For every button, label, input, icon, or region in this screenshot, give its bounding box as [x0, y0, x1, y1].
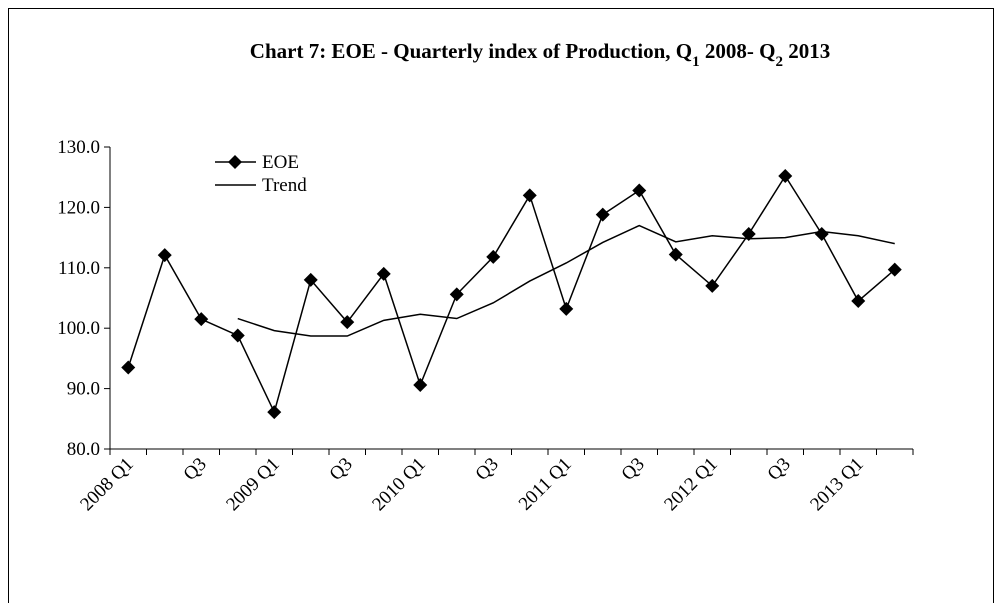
- x-tick-label: 2013 Q1: [806, 454, 868, 516]
- y-tick-label: 80.0: [67, 439, 100, 460]
- x-tick-label: Q3: [472, 454, 503, 485]
- series-line: [237, 224, 895, 337]
- legend-label: EOE: [262, 152, 299, 173]
- y-tick-label: 90.0: [67, 379, 100, 400]
- marker: [340, 315, 355, 330]
- marker: [157, 248, 172, 263]
- marker: [121, 360, 136, 375]
- marker: [194, 312, 209, 327]
- title-sub: 1: [692, 54, 700, 70]
- marker: [887, 262, 902, 277]
- marker: [522, 188, 537, 203]
- marker: [413, 377, 428, 392]
- y-tick-label: 120.0: [57, 197, 100, 218]
- marker: [230, 328, 245, 343]
- marker: [851, 294, 866, 309]
- legend-label: Trend: [262, 175, 307, 196]
- marker: [705, 278, 720, 293]
- x-tick-label: Q3: [618, 454, 649, 485]
- y-tick-label: 100.0: [57, 318, 100, 339]
- marker: [595, 207, 610, 222]
- title-sub: 2: [775, 54, 783, 70]
- title-part: 2013: [783, 39, 830, 63]
- marker: [814, 226, 829, 241]
- marker: [486, 249, 501, 264]
- y-tick-label: 130.0: [57, 137, 100, 158]
- marker: [741, 226, 756, 241]
- title-part: 2008- Q: [700, 39, 776, 63]
- series-line: [127, 174, 896, 415]
- x-tick-label: 2011 Q1: [515, 454, 576, 515]
- marker: [376, 266, 391, 281]
- x-tick-label: 2010 Q1: [368, 454, 430, 516]
- x-tick-label: Q3: [180, 454, 211, 485]
- chart-title: Chart 7: EOE - Quarterly index of Produc…: [250, 39, 830, 70]
- marker: [778, 168, 793, 183]
- x-tick-label: 2008 Q1: [76, 454, 138, 516]
- marker: [559, 301, 574, 316]
- x-tick-label: 2009 Q1: [222, 454, 284, 516]
- x-tick-label: Q3: [326, 454, 357, 485]
- marker: [632, 183, 647, 198]
- marker: [267, 405, 282, 420]
- marker: [303, 272, 318, 287]
- x-tick-label: Q3: [764, 454, 795, 485]
- frame: [8, 8, 994, 603]
- marker: [668, 247, 683, 262]
- marker: [449, 287, 464, 302]
- x-tick-label: 2012 Q1: [660, 454, 722, 516]
- y-tick-label: 110.0: [58, 258, 100, 279]
- legend-marker: [228, 155, 242, 169]
- title-part: Chart 7: EOE - Quarterly index of Produc…: [250, 39, 692, 63]
